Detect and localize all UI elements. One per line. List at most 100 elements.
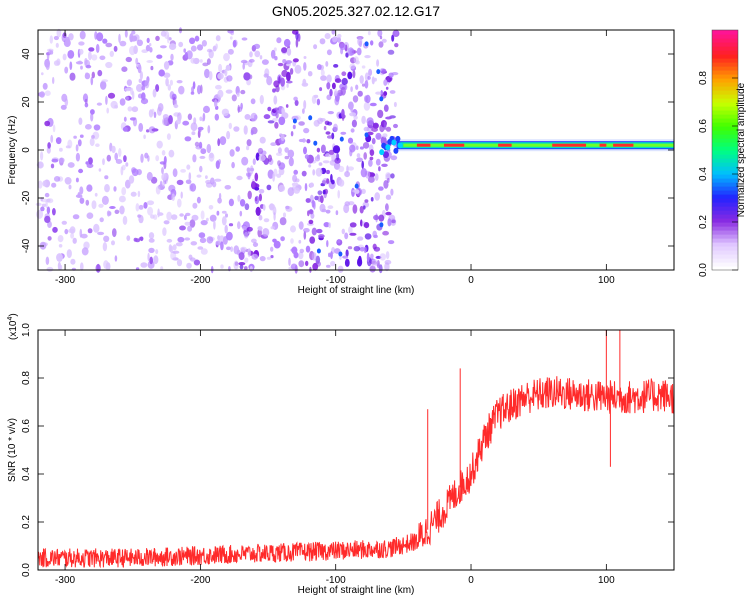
tone-peak: [613, 143, 634, 147]
spectral-cell: [186, 50, 193, 60]
spectral-cell: [320, 69, 325, 77]
spectral-cell: [280, 236, 285, 242]
spectral-cell: [189, 183, 197, 192]
spectral-cell: [356, 153, 361, 158]
colorbar-cell: [712, 146, 738, 151]
spectral-cell: [254, 196, 258, 202]
spectral-cell: [188, 254, 193, 260]
spectral-cell: [251, 181, 256, 189]
spectral-cell: [149, 256, 153, 265]
spectral-cell: [123, 155, 127, 163]
spectral-cell: [243, 125, 248, 135]
spectral-cell: [263, 73, 269, 78]
spectral-cell: [105, 42, 113, 48]
spectral-cell: [184, 237, 191, 241]
spectral-cell: [363, 152, 368, 160]
spectral-cell: [274, 121, 279, 129]
spectral-cell: [40, 151, 44, 161]
spectral-cell: [224, 224, 228, 234]
spectral-cell: [364, 80, 369, 89]
spectral-cell: [44, 90, 51, 96]
spectral-cell: [309, 182, 315, 188]
spectral-cell: [291, 246, 298, 255]
spectral-cell: [237, 221, 241, 230]
colorbar-cell: [712, 78, 738, 83]
tone-peak: [416, 143, 431, 147]
spectral-cell: [326, 135, 333, 139]
spectral-cell: [312, 169, 316, 176]
spectral-cell: [52, 76, 55, 85]
spectral-cell: [319, 87, 323, 92]
spectral-cell: [295, 38, 299, 48]
spectral-cell: [98, 203, 104, 208]
spectral-cell: [163, 156, 167, 165]
spectral-cell: [86, 163, 94, 169]
spectral-cell: [90, 109, 95, 115]
spectral-cell: [351, 119, 357, 128]
y-tick-label: 1.0: [21, 323, 32, 337]
spectral-cell: [390, 188, 394, 196]
spectral-cell: [78, 117, 83, 125]
spectral-cell: [85, 161, 89, 165]
spectral-cell: [166, 238, 173, 243]
spectral-cell: [391, 219, 396, 224]
spectral-cell: [323, 222, 330, 228]
spectral-cell: [118, 148, 122, 157]
spectral-cell: [218, 63, 223, 73]
spectral-cell: [285, 205, 290, 210]
spectral-cell: [316, 154, 320, 160]
spectral-cell: [53, 35, 60, 41]
spectral-cell: [169, 91, 175, 100]
spectral-cell: [276, 37, 282, 44]
spectral-cell: [139, 71, 143, 80]
spectral-cell: [316, 64, 322, 70]
spectral-cell: [289, 68, 294, 75]
spectral-cell: [316, 147, 321, 153]
spectral-cell: [44, 192, 50, 198]
spectral-cell: [316, 248, 321, 254]
spectral-cell: [228, 198, 234, 207]
spectral-cell: [344, 201, 351, 207]
spectral-cell: [327, 111, 334, 115]
y-multiplier-label: (x104): [7, 313, 19, 340]
spectral-cell: [86, 212, 94, 219]
spectral-cell: [341, 71, 347, 76]
spectral-cell: [333, 123, 338, 132]
spectral-cell: [356, 47, 362, 56]
spectral-cell: [77, 139, 82, 147]
spectral-cell: [258, 214, 263, 221]
spectral-cell: [258, 154, 266, 161]
spectral-cell: [391, 34, 395, 42]
spectral-cell: [371, 76, 375, 85]
spectral-cell: [147, 252, 150, 262]
spectral-cell: [252, 242, 259, 248]
spectral-cell: [321, 180, 327, 185]
spectral-cell: [213, 220, 216, 230]
spectral-cell: [80, 233, 88, 239]
spectral-cell: [114, 209, 120, 214]
tone-trace: [379, 135, 674, 156]
spectral-cell: [347, 71, 353, 80]
spectral-cell: [131, 30, 136, 35]
spectral-cell: [318, 234, 325, 239]
spectral-cell: [387, 240, 395, 245]
spectral-cell: [338, 179, 345, 187]
spectral-cell: [159, 180, 163, 189]
spectral-cell: [44, 215, 51, 223]
spectral-cell: [340, 86, 346, 96]
spectral-cell: [326, 94, 332, 101]
spectral-cell: [45, 61, 50, 71]
spectral-cell: [263, 114, 271, 120]
spectral-cell: [225, 89, 233, 94]
spectral-cell: [60, 104, 67, 110]
spectral-cell: [286, 71, 291, 82]
spectral-cell: [125, 179, 131, 189]
spectrogram-heatmap: [35, 27, 400, 274]
spectral-cell: [163, 72, 171, 78]
spectral-cell: [270, 246, 274, 252]
spectral-cell: [47, 236, 52, 241]
spectral-cell: [52, 226, 58, 233]
spectral-cell: [363, 222, 370, 229]
spectral-cell: [286, 63, 291, 67]
spectral-cell: [374, 173, 379, 181]
